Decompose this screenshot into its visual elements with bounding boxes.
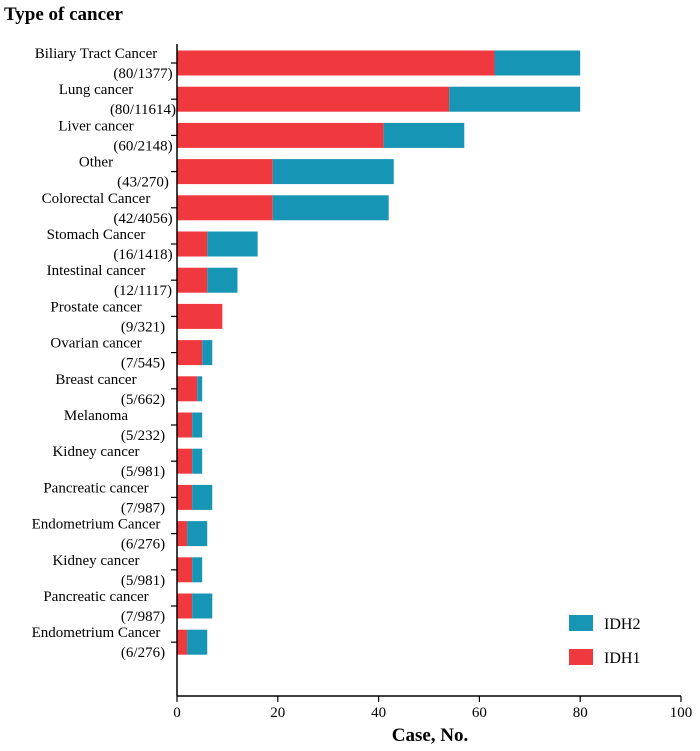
legend-swatch-idh1 <box>569 649 593 665</box>
x-tick-label-80: 80 <box>573 705 588 721</box>
category-detail-0: (80/1377) <box>113 66 172 82</box>
category-name-1: Lung cancer <box>59 82 134 98</box>
category-detail-14: (5/981) <box>121 573 165 589</box>
category-detail-6: (12/1117) <box>114 283 172 299</box>
category-name-9: Breast cancer <box>55 372 136 388</box>
x-axis-title: Case, No. <box>392 725 469 746</box>
x-tick-label-0: 0 <box>173 705 181 721</box>
bar-idh2-9 <box>197 376 203 402</box>
category-detail-2: (60/2148) <box>113 138 172 154</box>
legend: IDH2 IDH1 <box>569 615 640 667</box>
bar-idh1-10 <box>177 412 193 438</box>
bar-idh2-16 <box>187 629 208 655</box>
category-detail-3: (43/270) <box>117 175 169 191</box>
bar-idh1-15 <box>177 593 193 619</box>
bar-idh2-5 <box>207 231 258 257</box>
bar-idh2-1 <box>449 86 581 112</box>
category-detail-11: (5/981) <box>121 464 165 480</box>
bar-idh2-14 <box>192 557 203 583</box>
legend-label-idh1: IDH1 <box>604 650 640 667</box>
category-name-2: Liver cancer <box>58 118 133 134</box>
x-tick-label-20: 20 <box>270 705 285 721</box>
category-name-3: Other <box>79 155 113 171</box>
category-name-0: Biliary Tract Cancer <box>35 46 157 62</box>
bar-idh1-14 <box>177 557 193 583</box>
category-name-10: Melanoma <box>64 408 128 424</box>
category-detail-15: (7/987) <box>121 609 165 625</box>
bar-idh2-11 <box>192 448 203 474</box>
category-name-11: Kidney cancer <box>52 444 139 460</box>
category-detail-13: (6/276) <box>121 537 165 553</box>
bar-idh2-12 <box>192 484 213 510</box>
category-name-8: Ovarian cancer <box>50 336 141 352</box>
bar-idh2-2 <box>383 122 465 148</box>
category-detail-7: (9/321) <box>121 319 165 335</box>
bar-idh1-2 <box>177 122 384 148</box>
bar-idh1-12 <box>177 484 193 510</box>
bar-idh1-13 <box>177 521 188 547</box>
bar-idh1-8 <box>177 340 203 366</box>
bar-idh1-5 <box>177 231 208 257</box>
legend-label-idh2: IDH2 <box>604 616 640 633</box>
category-name-6: Intestinal cancer <box>47 263 146 279</box>
category-detail-8: (7/545) <box>121 356 165 372</box>
bar-idh2-10 <box>192 412 203 438</box>
category-detail-5: (16/1418) <box>113 247 172 263</box>
axes: 0 20 40 60 80 100 <box>171 44 692 721</box>
x-tick-label-100: 100 <box>670 705 693 721</box>
bar-idh2-3 <box>272 159 394 185</box>
bar-idh2-15 <box>192 593 213 619</box>
x-tick-label-40: 40 <box>371 705 386 721</box>
bar-idh2-4 <box>272 195 389 221</box>
legend-swatch-idh2 <box>569 615 593 631</box>
bar-idh1-11 <box>177 448 193 474</box>
category-detail-1: (80/11614) <box>110 102 176 118</box>
bar-idh1-9 <box>177 376 198 402</box>
category-name-5: Stomach Cancer <box>47 227 146 243</box>
category-name-13: Endometrium Cancer <box>32 517 161 533</box>
category-detail-10: (5/232) <box>121 428 165 444</box>
category-detail-16: (6/276) <box>121 645 165 661</box>
bar-idh2-6 <box>207 267 238 293</box>
bar-idh1-1 <box>177 86 450 112</box>
category-name-7: Prostate cancer <box>50 299 141 315</box>
bar-idh1-16 <box>177 629 188 655</box>
bar-idh1-0 <box>177 50 495 76</box>
category-name-14: Kidney cancer <box>52 553 139 569</box>
bar-idh1-7 <box>177 303 223 329</box>
bar-idh1-3 <box>177 159 273 185</box>
category-name-12: Pancreatic cancer <box>43 480 148 496</box>
category-detail-4: (42/4056) <box>113 211 172 227</box>
category-name-15: Pancreatic cancer <box>43 589 148 605</box>
chart-title: Type of cancer <box>4 4 123 25</box>
category-detail-12: (7/987) <box>121 500 165 516</box>
category-name-4: Colorectal Cancer <box>42 191 151 207</box>
bar-idh2-13 <box>187 521 208 547</box>
x-tick-label-60: 60 <box>472 705 487 721</box>
bar-idh1-6 <box>177 267 208 293</box>
category-labels: Biliary Tract Cancer (80/1377)Lung cancer… <box>32 46 176 661</box>
category-detail-9: (5/662) <box>121 392 165 408</box>
bar-idh1-4 <box>177 195 273 221</box>
bar-idh2-0 <box>494 50 581 76</box>
bar-idh2-8 <box>202 340 213 366</box>
category-name-16: Endometrium Cancer <box>32 625 161 641</box>
bars-layer <box>177 50 581 655</box>
